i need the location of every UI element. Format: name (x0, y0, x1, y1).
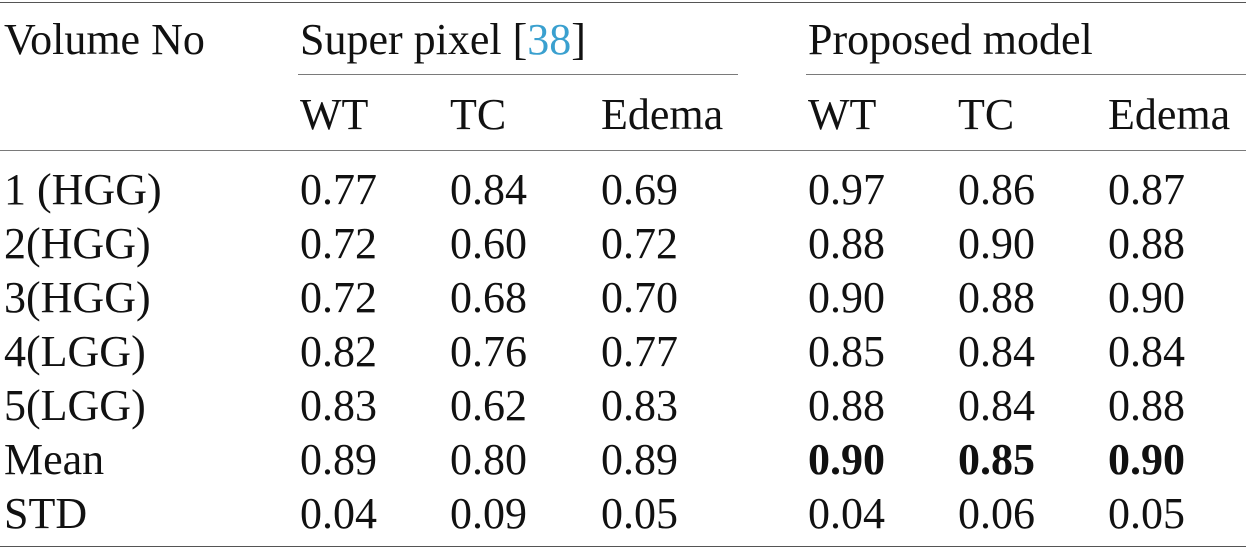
header-superpixel-group: Super pixel [38] (300, 18, 586, 62)
table-cell: 0.84 (958, 381, 1035, 430)
table-cell: 0.82 (300, 327, 377, 376)
table-cell: 0.69 (601, 165, 678, 214)
table-cell: 0.06 (958, 489, 1035, 538)
row-label: 2(HGG) (4, 219, 151, 268)
table-cell: 0.72 (601, 219, 678, 268)
subheader-wt: WT (300, 90, 369, 139)
table-cell: 0.60 (450, 219, 527, 268)
subheader-wt: WT (808, 90, 877, 139)
row-label: STD (4, 489, 88, 538)
subheader-tc: TC (450, 90, 507, 139)
table-cell: 0.04 (300, 489, 377, 538)
superpixel-group-rule (298, 74, 738, 75)
citation-link[interactable]: 38 (527, 15, 572, 64)
table-cell: 0.83 (300, 381, 377, 430)
top-rule (0, 2, 1246, 3)
row-label: 4(LGG) (4, 327, 146, 376)
table-cell: 0.68 (450, 273, 527, 322)
table-cell: 0.77 (300, 165, 377, 214)
header-proposed-model-group: Proposed model (808, 15, 1093, 64)
table-cell: 0.05 (601, 489, 678, 538)
table-cell: 0.97 (808, 165, 885, 214)
table-cell: 0.88 (808, 219, 885, 268)
table-cell: 0.05 (1108, 489, 1185, 538)
table-cell: 0.88 (1108, 381, 1185, 430)
table-cell: 0.90 (958, 219, 1035, 268)
table-cell: 0.72 (300, 273, 377, 322)
proposed-group-rule (806, 74, 1246, 75)
table-cell-best: 0.90 (808, 435, 885, 484)
bottom-rule (0, 546, 1246, 547)
table-cell: 0.88 (808, 381, 885, 430)
table-cell: 0.84 (450, 165, 527, 214)
table-cell: 0.09 (450, 489, 527, 538)
header-superpixel-prefix: Super pixel [ (300, 15, 528, 64)
table-cell-best: 0.90 (1108, 435, 1185, 484)
table-cell: 0.76 (450, 327, 527, 376)
row-label: Mean (4, 435, 105, 484)
table-cell: 0.89 (601, 435, 678, 484)
subheader-tc: TC (958, 90, 1015, 139)
table-cell: 0.90 (808, 273, 885, 322)
header-volume-no: Volume No (4, 15, 205, 64)
table-cell: 0.70 (601, 273, 678, 322)
table-cell: 0.04 (808, 489, 885, 538)
row-label: 3(HGG) (4, 273, 151, 322)
table-cell-best: 0.85 (958, 435, 1035, 484)
table-cell: 0.86 (958, 165, 1035, 214)
table-cell: 0.80 (450, 435, 527, 484)
row-label: 5(LGG) (4, 381, 146, 430)
header-superpixel-suffix: ] (571, 15, 586, 64)
table-cell: 0.90 (1108, 273, 1185, 322)
table-cell: 0.89 (300, 435, 377, 484)
row-label: 1 (HGG) (4, 165, 162, 214)
subheader-edema: Edema (601, 90, 724, 139)
table-cell: 0.77 (601, 327, 678, 376)
table-cell: 0.85 (808, 327, 885, 376)
table-cell: 0.84 (1108, 327, 1185, 376)
table-cell: 0.72 (300, 219, 377, 268)
table-cell: 0.88 (1108, 219, 1185, 268)
subheader-edema: Edema (1108, 90, 1231, 139)
table-cell: 0.62 (450, 381, 527, 430)
table-cell: 0.88 (958, 273, 1035, 322)
table-cell: 0.87 (1108, 165, 1185, 214)
table-cell: 0.84 (958, 327, 1035, 376)
header-bottom-rule (0, 150, 1246, 151)
table-cell: 0.83 (601, 381, 678, 430)
